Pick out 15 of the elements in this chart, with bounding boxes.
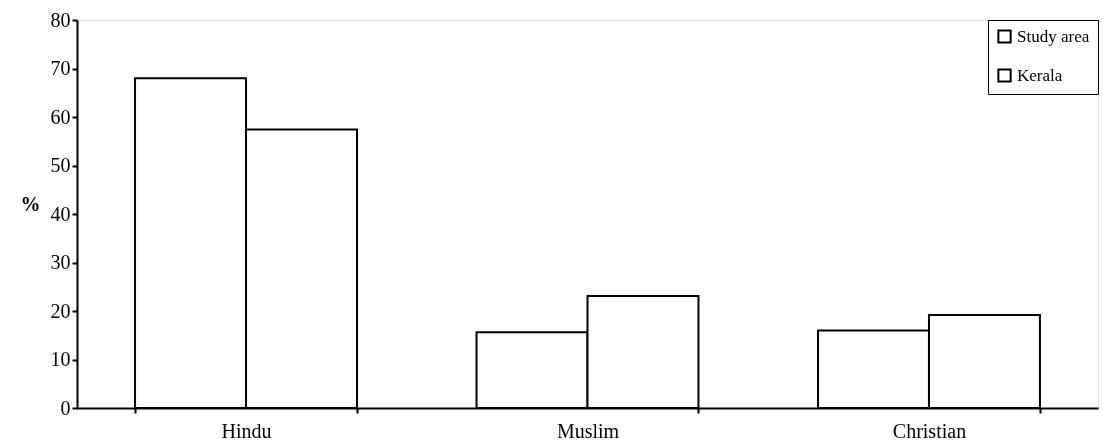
y-tick-label: 70	[50, 57, 71, 79]
legend-label: Kerala	[1017, 65, 1063, 85]
legend-label: Study area	[1017, 26, 1090, 46]
y-tick-label: 10	[50, 348, 71, 370]
y-tick-label: 20	[50, 299, 71, 322]
y-tick-label: 50	[50, 154, 71, 176]
y-axis-title: %	[20, 192, 41, 215]
x-tick-label: Hindu	[221, 419, 272, 442]
y-tick-label: 80	[50, 8, 71, 31]
y-tick-label: 0	[60, 396, 71, 419]
y-tick-label: 40	[50, 202, 71, 225]
y-tick-label: 60	[50, 105, 71, 128]
y-tick-label: 30	[50, 251, 71, 273]
x-tick-label: Muslim	[556, 419, 620, 442]
x-tick-label: Christian	[892, 419, 967, 442]
